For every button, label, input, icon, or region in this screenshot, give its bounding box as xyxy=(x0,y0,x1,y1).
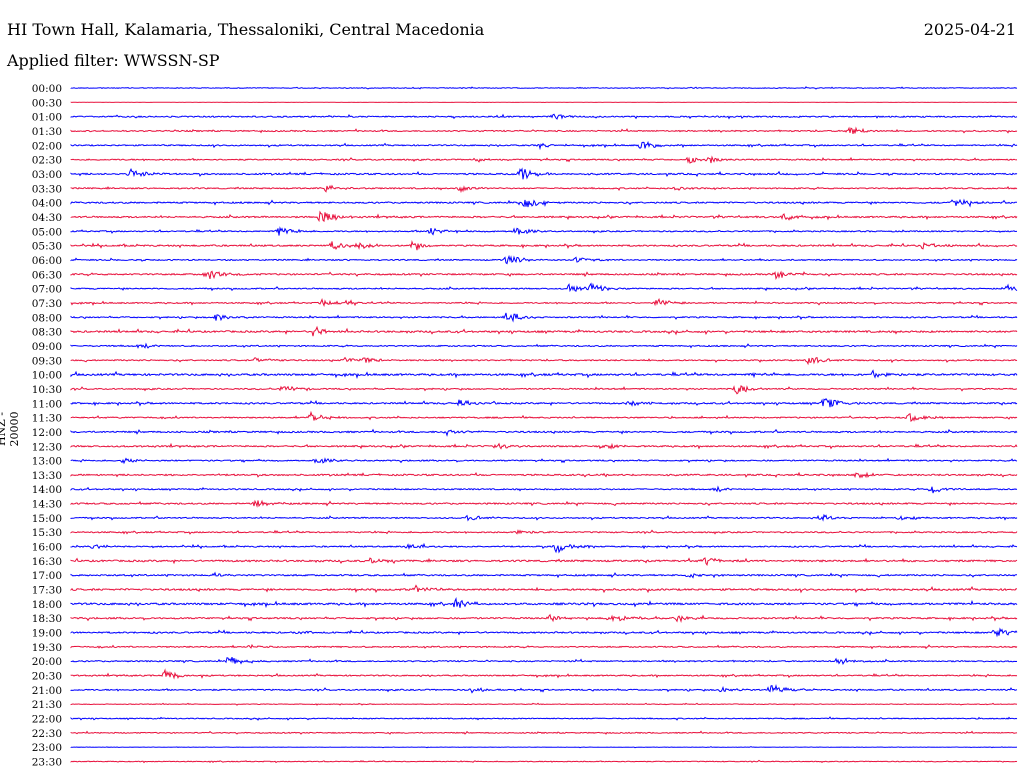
row-time-label: 23:00 xyxy=(32,742,62,754)
date-label: 2025-04-21 xyxy=(923,20,1016,39)
row-time-label: 21:30 xyxy=(32,699,62,711)
trace-row xyxy=(70,702,1018,706)
trace-row xyxy=(70,398,1018,408)
trace-row xyxy=(70,226,1017,236)
trace-row xyxy=(70,140,1018,151)
trace-row xyxy=(70,342,1018,349)
row-time-label: 01:30 xyxy=(32,126,62,138)
row-time-label: 16:30 xyxy=(32,556,62,568)
trace-row xyxy=(70,369,1018,379)
row-time-label: 11:00 xyxy=(32,398,62,410)
row-time-label: 23:30 xyxy=(32,757,62,769)
trace-row xyxy=(70,542,1018,554)
row-time-label: 12:00 xyxy=(32,427,62,439)
trace-row xyxy=(70,643,1018,650)
row-time-label: 04:00 xyxy=(32,198,62,210)
trace-row xyxy=(70,428,1018,437)
trace-row xyxy=(70,86,1018,90)
trace-row xyxy=(70,613,1018,623)
trace-row xyxy=(70,210,1018,223)
row-time-label: 02:00 xyxy=(32,140,62,152)
row-time-label: 12:30 xyxy=(32,441,62,453)
row-time-label: 19:00 xyxy=(32,628,62,640)
row-time-label: 19:30 xyxy=(32,642,62,654)
trace-row xyxy=(70,596,1018,609)
row-time-label: 03:30 xyxy=(32,183,62,195)
trace-row xyxy=(70,113,1018,120)
trace-row xyxy=(70,385,1018,395)
trace-row xyxy=(70,557,1018,566)
row-time-label: 00:30 xyxy=(32,97,62,109)
row-time-label: 04:30 xyxy=(32,212,62,224)
row-time-label: 17:30 xyxy=(32,585,62,597)
row-time-label: 18:30 xyxy=(32,613,62,625)
row-time-label: 08:30 xyxy=(32,327,62,339)
row-time-label: 14:00 xyxy=(32,484,62,496)
trace-row xyxy=(70,270,1018,281)
row-time-label: 00:00 xyxy=(32,83,62,95)
trace-row xyxy=(70,571,1017,579)
row-time-label: 21:00 xyxy=(32,685,62,697)
row-time-label: 10:00 xyxy=(32,370,62,382)
row-time-label: 05:00 xyxy=(32,226,62,238)
trace-row xyxy=(70,457,1018,465)
row-time-label: 01:00 xyxy=(32,112,62,124)
trace-row xyxy=(70,529,1018,535)
trace-row xyxy=(70,198,1018,208)
row-time-label: 15:30 xyxy=(32,527,62,539)
row-time-label: 18:00 xyxy=(32,599,62,611)
trace-row xyxy=(70,442,1018,450)
trace-row xyxy=(70,239,1018,251)
row-time-label: 05:30 xyxy=(32,241,62,253)
trace-row xyxy=(70,312,1018,323)
row-time-label: 13:00 xyxy=(32,456,62,468)
trace-row xyxy=(70,184,1018,194)
trace-row xyxy=(70,325,1018,337)
trace-row xyxy=(70,759,1018,764)
row-time-label: 06:30 xyxy=(32,269,62,281)
row-time-label: 13:30 xyxy=(32,470,62,482)
row-time-label: 22:30 xyxy=(32,728,62,740)
row-time-label: 09:30 xyxy=(32,355,62,367)
row-time-label: 20:30 xyxy=(32,671,62,683)
trace-row xyxy=(70,668,1018,680)
row-time-label: 07:30 xyxy=(32,298,62,310)
row-time-label: 16:00 xyxy=(32,542,62,554)
row-time-label: 22:00 xyxy=(32,714,62,726)
row-time-label: 14:30 xyxy=(32,499,62,511)
trace-row xyxy=(70,297,1018,307)
trace-row xyxy=(70,716,1018,721)
trace-row xyxy=(70,584,1018,594)
row-time-label: 02:30 xyxy=(32,155,62,167)
row-time-label: 08:00 xyxy=(32,312,62,324)
trace-row xyxy=(70,513,1018,522)
row-time-label: 20:00 xyxy=(32,656,62,668)
trace-row xyxy=(70,499,1018,508)
trace-row xyxy=(70,282,1018,293)
trace-row xyxy=(70,730,1018,735)
trace-row xyxy=(70,254,1018,265)
trace-row xyxy=(70,356,1018,366)
trace-row xyxy=(70,485,1018,494)
filter-label: Applied filter: WWSSN-SP xyxy=(7,51,220,70)
row-time-label: 03:00 xyxy=(32,169,62,181)
station-title: HI Town Hall, Kalamaria, Thessaloniki, C… xyxy=(7,20,485,39)
trace-row xyxy=(70,746,1018,749)
row-time-label: 17:00 xyxy=(32,570,62,582)
trace-row xyxy=(70,656,1018,665)
row-time-label: 07:00 xyxy=(32,284,62,296)
row-time-label: 06:00 xyxy=(32,255,62,267)
row-time-label: 09:00 xyxy=(32,341,62,353)
row-time-label: 10:30 xyxy=(32,384,62,396)
trace-row xyxy=(70,126,1018,135)
trace-row xyxy=(70,627,1018,638)
trace-row xyxy=(70,683,1018,694)
trace-row xyxy=(70,167,1018,180)
row-time-label: 15:00 xyxy=(32,513,62,525)
row-time-label: 11:30 xyxy=(32,413,62,425)
trace-row xyxy=(70,410,1018,423)
trace-row xyxy=(70,155,1018,164)
trace-row xyxy=(70,471,1018,479)
